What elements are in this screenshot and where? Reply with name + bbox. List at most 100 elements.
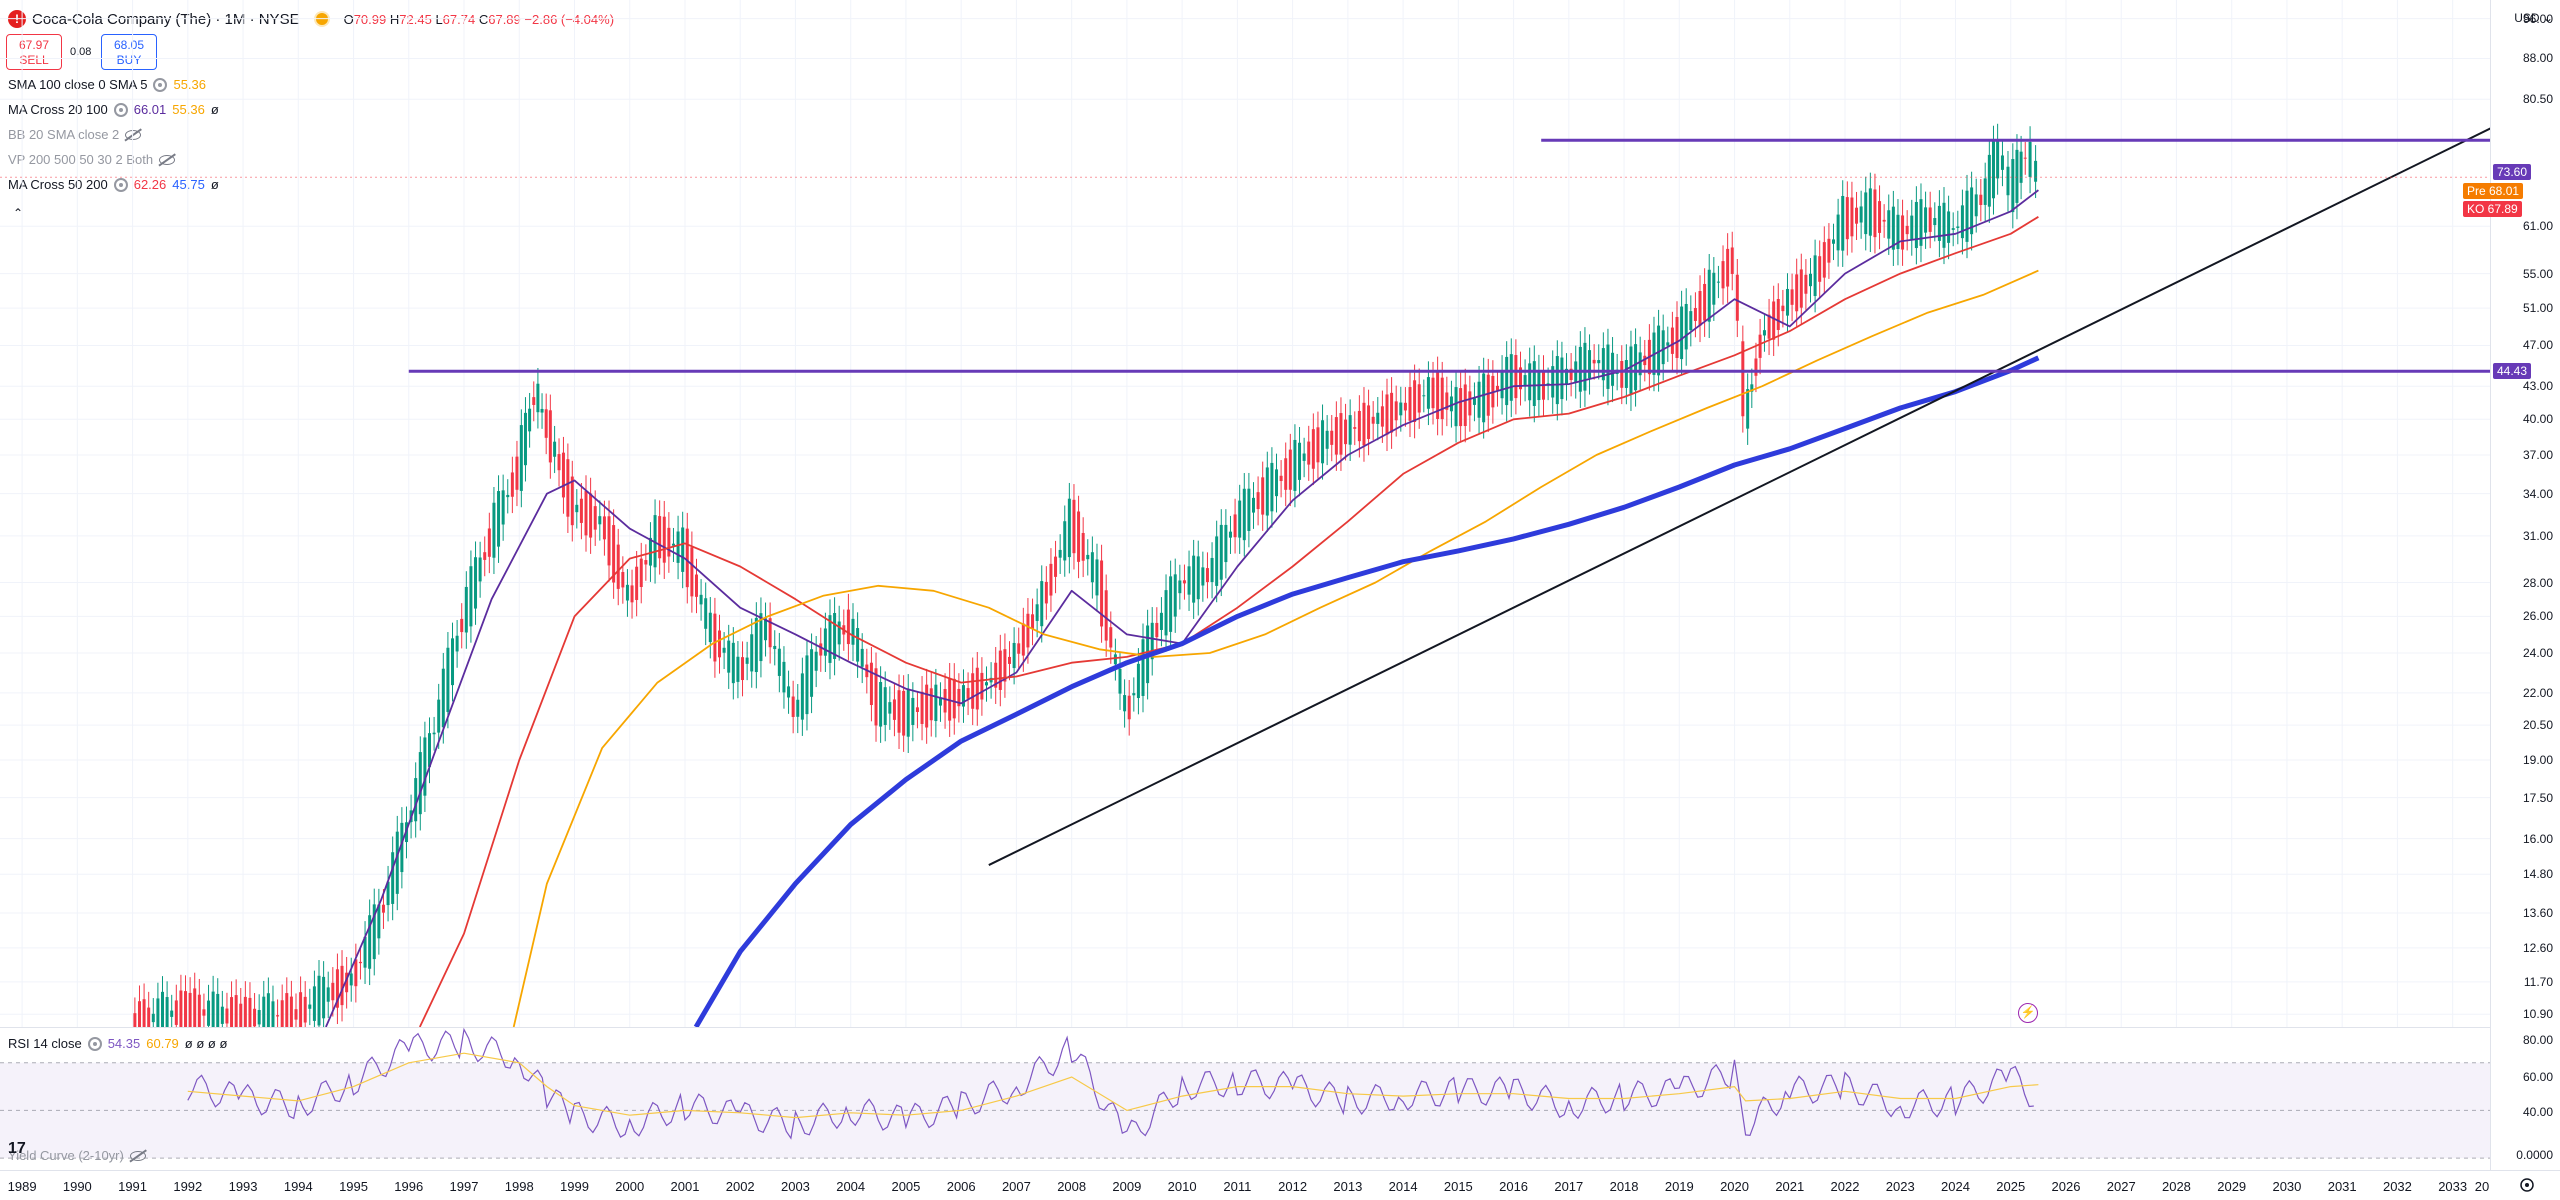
candle-body bbox=[1371, 416, 1375, 424]
price-tick-label: 13.60 bbox=[2522, 905, 2553, 920]
candle-body bbox=[1463, 384, 1467, 427]
candle-body bbox=[377, 904, 381, 939]
candle-body bbox=[432, 732, 436, 735]
candle-body bbox=[1928, 207, 1932, 232]
candle-body bbox=[474, 557, 478, 609]
year-tick-label: 2019 bbox=[1664, 1179, 1694, 1194]
buy-button[interactable]: 68.05 BUY bbox=[101, 34, 157, 70]
candle-body bbox=[1376, 412, 1380, 424]
candle-body bbox=[1210, 557, 1214, 583]
price-tick-label: 80.50 bbox=[2522, 92, 2553, 107]
lightning-alert-icon[interactable]: ⚡ bbox=[2018, 1003, 2038, 1023]
candle-body bbox=[418, 752, 422, 815]
settings-gear-icon[interactable] bbox=[2518, 1176, 2536, 1194]
price-tick-label: 14.80 bbox=[2522, 867, 2553, 882]
candle-body bbox=[1836, 214, 1840, 251]
candle-body bbox=[1307, 441, 1311, 465]
candle-body bbox=[492, 502, 496, 558]
candle-body bbox=[280, 1000, 284, 1027]
year-tick-label: 2014 bbox=[1388, 1179, 1418, 1194]
indicator-name: BB 20 SMA close 2 bbox=[8, 127, 120, 142]
candle-body bbox=[1523, 375, 1527, 386]
candle-body bbox=[584, 491, 588, 536]
indicator-legend-row[interactable]: MA Cross 50 200 62.26 45.75 ø bbox=[8, 177, 219, 192]
candle-body bbox=[1864, 192, 1868, 235]
candle-body bbox=[616, 544, 620, 589]
candle-body bbox=[1560, 357, 1564, 400]
candle-body bbox=[1367, 405, 1371, 439]
indicator-value: ø bbox=[210, 177, 219, 192]
indicator-legend-row[interactable]: MA Cross 20 100 66.01 55.36 ø bbox=[8, 102, 219, 117]
price-tick-label: 19.00 bbox=[2522, 752, 2553, 767]
rsi-pane[interactable] bbox=[0, 1027, 2490, 1170]
candle-body bbox=[1987, 154, 1991, 207]
sell-label: SELL bbox=[19, 53, 49, 67]
candle-body bbox=[1270, 462, 1274, 512]
tradingview-logo-icon[interactable]: 17 bbox=[8, 1140, 26, 1157]
candle-body bbox=[1601, 348, 1605, 381]
candle-body bbox=[441, 668, 445, 728]
time-axis[interactable]: 1989 1990 1991 1992 1993 1994 1995 1996 1997 1998… bbox=[0, 1170, 2560, 1200]
candle-body bbox=[833, 612, 837, 659]
candle-body bbox=[1974, 194, 1978, 217]
price-chart[interactable] bbox=[0, 0, 2490, 1027]
candle-body bbox=[1905, 225, 1909, 235]
year-tick-label: 2009 bbox=[1112, 1179, 1142, 1194]
candle-body bbox=[1003, 649, 1007, 682]
candle-body bbox=[1970, 187, 1974, 235]
candle-body bbox=[860, 648, 864, 667]
candle-body bbox=[998, 650, 1002, 690]
candle-body bbox=[1859, 206, 1863, 223]
price-tick-label: 31.00 bbox=[2522, 528, 2553, 543]
candle-body bbox=[874, 668, 878, 726]
rsi-settings-icon[interactable] bbox=[87, 1036, 102, 1051]
candle-body bbox=[1960, 205, 1964, 239]
candle-body bbox=[1754, 358, 1758, 376]
candle-body bbox=[1532, 361, 1536, 406]
indicator-settings-icon[interactable] bbox=[113, 177, 128, 192]
candle-body bbox=[1638, 352, 1642, 376]
candle-body bbox=[1293, 439, 1297, 491]
candle-body bbox=[1288, 449, 1292, 490]
candle-body bbox=[1192, 555, 1196, 603]
candle-body bbox=[515, 456, 519, 490]
candle-body bbox=[1353, 427, 1357, 429]
price-tick-label: 61.00 bbox=[2522, 219, 2553, 234]
candle-body bbox=[1482, 373, 1486, 423]
candle-body bbox=[1901, 215, 1905, 250]
indicator-legend-row[interactable]: VP 200 500 50 30 2 Both bbox=[8, 152, 176, 167]
sell-button[interactable]: 67.97 SELL bbox=[6, 34, 62, 70]
indicator-settings-icon[interactable] bbox=[153, 77, 168, 92]
currency-label[interactable]: USD ⌄ bbox=[2514, 11, 2553, 25]
price-tick-label: 17.50 bbox=[2522, 790, 2553, 805]
candle-body bbox=[1914, 201, 1918, 249]
candle-body bbox=[2011, 159, 2015, 213]
pane-divider[interactable] bbox=[0, 1027, 2490, 1028]
candle-body bbox=[1321, 420, 1325, 464]
candle-body bbox=[248, 997, 252, 1027]
hidden-eye-icon[interactable] bbox=[125, 129, 142, 140]
candle-body bbox=[1017, 643, 1021, 654]
candle-body bbox=[984, 682, 988, 686]
candle-body bbox=[929, 688, 933, 721]
price-tick-label: 51.00 bbox=[2522, 301, 2553, 316]
year-tick-label: 1990 bbox=[62, 1179, 92, 1194]
candle-body bbox=[1265, 467, 1269, 516]
candle-body bbox=[1127, 695, 1131, 720]
candle-body bbox=[897, 690, 901, 733]
hidden-eye-icon[interactable] bbox=[159, 154, 176, 165]
indicator-settings-icon[interactable] bbox=[113, 102, 128, 117]
indicator-legend-row[interactable]: BB 20 SMA close 2 bbox=[8, 127, 142, 142]
price-tick-label: 22.00 bbox=[2522, 685, 2553, 700]
candle-body bbox=[1845, 197, 1849, 240]
year-tick-label: 2001 bbox=[670, 1179, 700, 1194]
hidden-eye-icon[interactable] bbox=[129, 1150, 146, 1161]
candle-body bbox=[1741, 341, 1745, 417]
candle-body bbox=[561, 452, 565, 498]
collapse-legend-button[interactable]: ⌃ bbox=[12, 206, 24, 220]
candle-body bbox=[1813, 255, 1817, 297]
candle-body bbox=[262, 996, 266, 1027]
candle-body bbox=[1205, 568, 1209, 583]
candle-body bbox=[1855, 207, 1859, 224]
price-axis[interactable]: USD ⌄ 96.00 88.00 80.50 61.00 55.00 51.00 47.0… bbox=[2463, 0, 2560, 1170]
